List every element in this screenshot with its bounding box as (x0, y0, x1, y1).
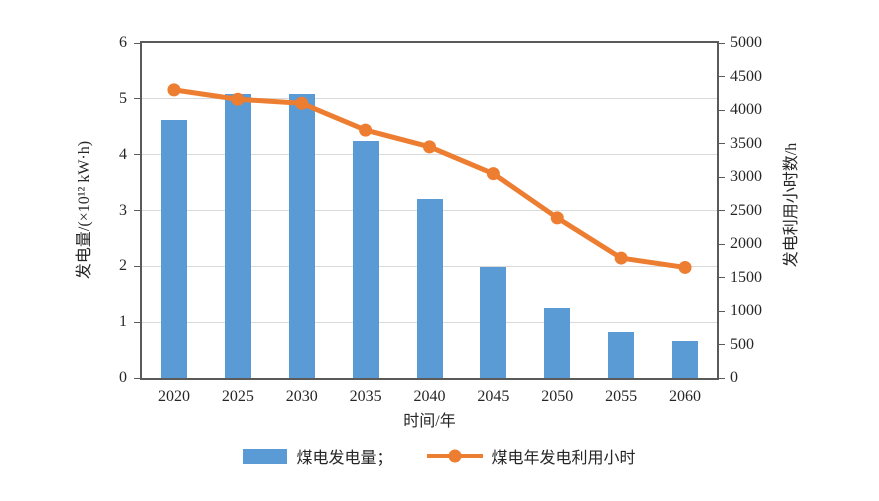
y-left-tick-2 (134, 265, 142, 267)
line-marker-2035 (359, 123, 373, 137)
x-ticklabel-2045: 2045 (477, 388, 510, 405)
utilization-line-layer (167, 83, 692, 274)
y-right-ticklabel-3000: 3000 (730, 168, 762, 185)
gridline-4 (142, 154, 717, 156)
y-left-ticklabel-3: 3 (119, 201, 127, 219)
y-right-ticklabel-1000: 1000 (730, 302, 762, 319)
y-right-ticklabel-3500: 3500 (730, 134, 762, 152)
x-ticklabel-2050: 2050 (541, 388, 574, 405)
y-right-ticklabel-500: 500 (730, 335, 754, 353)
bar-2060 (672, 340, 699, 378)
legend-bar-label: 煤电发电量； (296, 450, 393, 467)
y-left-ticklabel-1: 1 (119, 313, 127, 331)
bar-2045 (480, 267, 507, 378)
y-right-tick-500 (717, 344, 725, 345)
y-axis-left-title: 发电量/(×10¹² kW·h) (76, 140, 93, 280)
bar-2035 (352, 140, 379, 378)
y-right-tick-1000 (717, 310, 725, 312)
y-right-tick-2000 (717, 243, 725, 245)
y-left-tick-4 (134, 154, 142, 156)
y-right-ticklabel-4500: 4500 (730, 67, 762, 85)
y-left-ticklabel-5: 5 (119, 89, 127, 107)
utilization-line (171, 87, 688, 270)
y-right-tick-4000 (717, 109, 725, 111)
y-left-tick-1 (134, 321, 142, 323)
line-marker-2060 (678, 260, 692, 274)
x-ticklabel-2060: 2060 (669, 388, 702, 405)
y-right-tick-3500 (717, 143, 725, 144)
line-marker-2030 (295, 96, 309, 110)
y-left-tick-6 (134, 42, 142, 44)
plot-area: 0 1 2 3 4 5 6 0 500 1000 1500 2000 2500 3000 3500 4000 4… (119, 35, 762, 405)
gridline-5 (142, 98, 717, 100)
y-left-ticklabel-0: 0 (119, 369, 127, 386)
y-right-ticklabel-1500: 1500 (730, 268, 762, 286)
line-marker-2050 (550, 211, 564, 225)
line-marker-2020 (167, 83, 181, 97)
y-left-ticklabel-2: 2 (119, 257, 127, 275)
y-right-ticklabel-4000: 4000 (730, 101, 762, 118)
y-left-ticklabel-4: 4 (119, 145, 127, 163)
x-ticklabel-2035: 2035 (349, 388, 382, 405)
y-right-tick-2500 (717, 210, 725, 211)
x-ticklabel-2055: 2055 (605, 388, 638, 405)
line-marker-2055 (614, 251, 628, 265)
line-swatch-marker (448, 449, 461, 463)
x-ticklabel-2025: 2025 (221, 388, 254, 405)
line-marker-2040 (423, 140, 436, 154)
y-right-ticklabel-2500: 2500 (730, 201, 762, 219)
y-right-tick-0 (717, 377, 725, 379)
line-marker-2025 (231, 92, 245, 106)
line-series-swatch (426, 449, 483, 463)
y-left-tick-5 (134, 98, 142, 100)
y-right-ticklabel-2000: 2000 (730, 235, 762, 252)
y-right-tick-3000 (717, 176, 725, 178)
bar-2055 (608, 331, 635, 378)
bar-2050 (544, 308, 571, 378)
x-axis-title: 时间/年 (403, 413, 456, 430)
bar-series-swatch (243, 448, 288, 464)
y-right-ticklabel-5000: 5000 (730, 34, 762, 51)
legend-item-line: 煤电年发电利用小时 (426, 444, 636, 468)
line-marker-2045 (486, 167, 500, 181)
y-right-tick-4500 (717, 76, 725, 77)
legend-item-bar: 煤电发电量； (243, 444, 393, 468)
legend-line-label: 煤电年发电利用小时 (491, 450, 636, 467)
x-ticklabel-2020: 2020 (157, 388, 190, 405)
y-right-ticklabel-0: 0 (730, 369, 738, 386)
y-left-tick-3 (134, 210, 142, 211)
y-left-tick-0 (134, 377, 142, 379)
y-left-ticklabel-6: 6 (119, 34, 127, 51)
bar-2020 (160, 119, 187, 378)
y-right-tick-5000 (717, 42, 725, 44)
y-right-tick-1500 (717, 277, 725, 278)
legend: 煤电发电量； 煤电年发电利用小时 (0, 444, 879, 468)
x-ticklabel-2040: 2040 (413, 388, 446, 405)
x-ticklabel-2030: 2030 (285, 388, 318, 405)
bar-2030 (288, 94, 315, 378)
bar-2040 (416, 199, 443, 378)
y-axis-right-title: 发电利用小时数/h (783, 142, 800, 268)
bar-2025 (224, 94, 251, 378)
